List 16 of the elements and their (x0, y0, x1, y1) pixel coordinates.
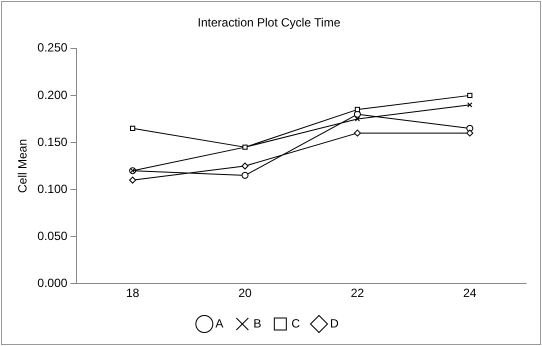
x-tick-label: 24 (463, 286, 477, 300)
legend-label: B (253, 316, 262, 330)
x-tick-label: 20 (238, 286, 252, 300)
y-tick-label: 0.250 (37, 40, 68, 55)
y-tick-label: 0.000 (37, 276, 68, 290)
x-tick-label: 18 (126, 286, 140, 300)
legend-label: D (330, 316, 340, 330)
x-tick-label: 22 (350, 286, 364, 300)
y-tick-label: 0.200 (37, 88, 68, 102)
y-axis-title: Cell Mean (16, 138, 30, 194)
chart-title: Interaction Plot Cycle Time (198, 16, 341, 30)
y-tick-label: 0.150 (37, 134, 68, 149)
legend-label: A (215, 316, 224, 330)
legend-label: C (291, 316, 300, 330)
y-tick-label: 0.100 (37, 182, 68, 196)
y-tick-label: 0.050 (37, 228, 68, 243)
